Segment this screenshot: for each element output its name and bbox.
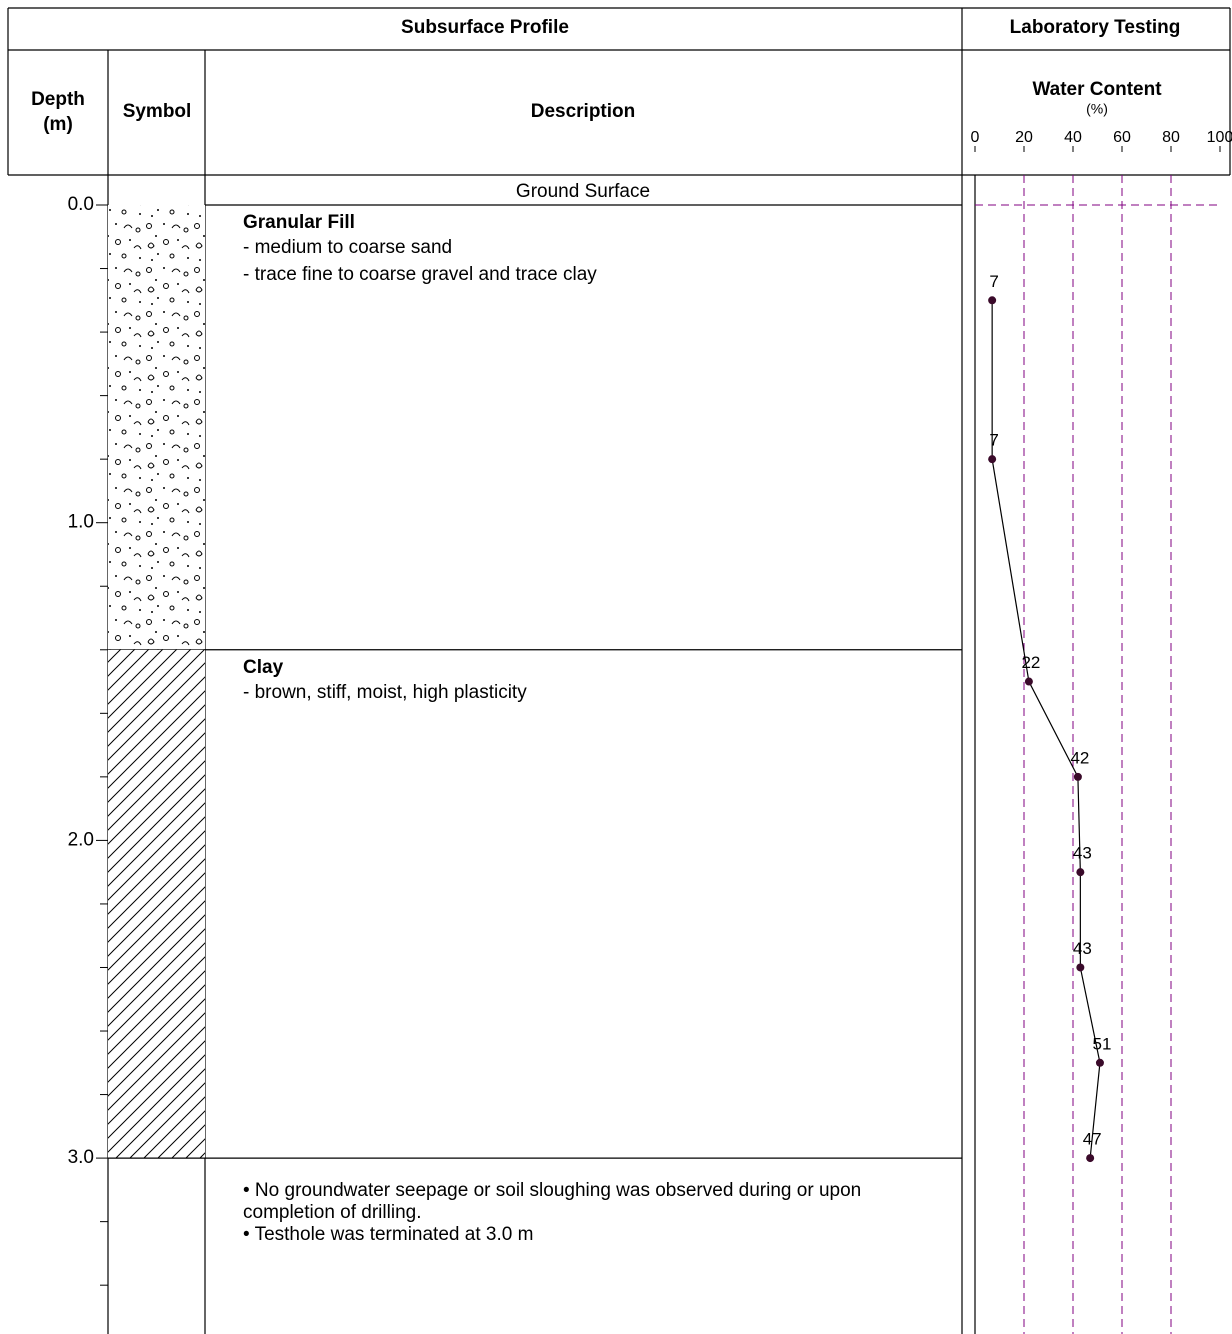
notes: • No groundwater seepage or soil sloughi… [243, 1180, 943, 1246]
chart-subtitle: (%) [1086, 101, 1108, 117]
lab-title: Laboratory Testing [1010, 17, 1181, 38]
ground-surface: Ground Surface [516, 181, 650, 202]
x-tick-label: 60 [1113, 129, 1131, 146]
layer-description: - trace fine to coarse gravel and trace … [243, 264, 597, 285]
chart-title: Water Content [1032, 79, 1162, 100]
data-point [988, 296, 996, 304]
data-point [1076, 963, 1084, 971]
data-label: 42 [1070, 748, 1089, 767]
x-tick-label: 40 [1064, 129, 1082, 146]
depth-tick-label: 0.0 [68, 194, 94, 215]
x-tick-label: 0 [971, 129, 980, 146]
data-label: 43 [1073, 939, 1092, 958]
data-point [1025, 678, 1033, 686]
layer-description: - brown, stiff, moist, high plasticity [243, 682, 527, 703]
note: • No groundwater seepage or soil sloughi… [243, 1180, 943, 1224]
description-label: Description [531, 101, 636, 122]
data-point [1076, 868, 1084, 876]
data-label: 7 [989, 431, 998, 450]
depth-unit: (m) [43, 114, 73, 135]
x-tick-label: 20 [1015, 129, 1033, 146]
depth-label: Depth [31, 89, 85, 110]
soil-symbol [108, 205, 205, 650]
data-point [1096, 1059, 1104, 1067]
layer-name: Granular Fill [243, 212, 355, 233]
data-label: 22 [1021, 653, 1040, 672]
x-tick-label: 80 [1162, 129, 1180, 146]
data-label: 51 [1092, 1034, 1111, 1053]
water-content-line [992, 300, 1100, 1158]
depth-tick-label: 2.0 [68, 829, 94, 850]
page: Subsurface Profile Laboratory Testing De… [0, 0, 1232, 1334]
data-point [1086, 1154, 1094, 1162]
data-point [988, 455, 996, 463]
layer-description: - medium to coarse sand [243, 237, 452, 258]
data-point [1074, 773, 1082, 781]
symbol-label: Symbol [123, 101, 192, 122]
data-label: 43 [1073, 844, 1092, 863]
x-tick-label: 100 [1207, 129, 1232, 146]
data-label: 47 [1083, 1130, 1102, 1149]
borehole-log: Subsurface Profile Laboratory Testing De… [0, 0, 1232, 1334]
depth-tick-label: 3.0 [68, 1147, 94, 1168]
soil-symbol [108, 650, 205, 1158]
note: • Testhole was terminated at 3.0 m [243, 1224, 943, 1246]
profile-title: Subsurface Profile [401, 17, 569, 38]
data-label: 7 [989, 272, 998, 291]
layer-name: Clay [243, 657, 284, 678]
depth-tick-label: 1.0 [68, 512, 94, 533]
